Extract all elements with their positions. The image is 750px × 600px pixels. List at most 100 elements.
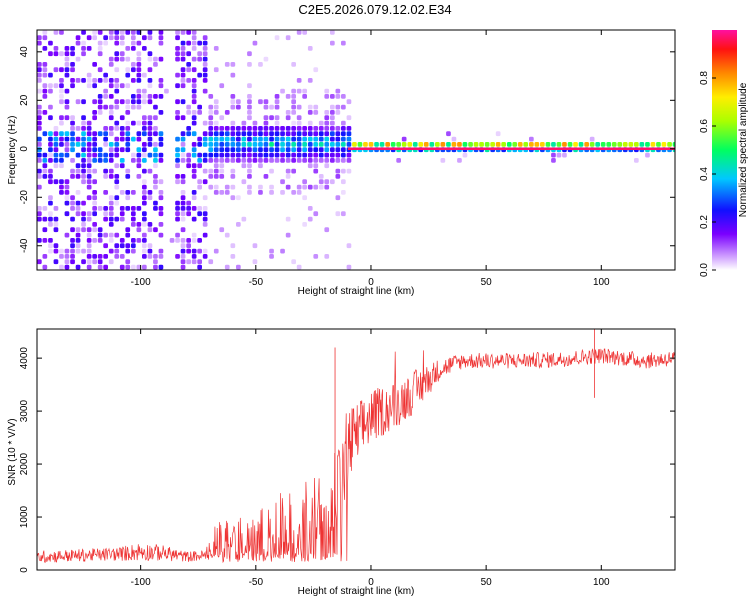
spectrogram-cell: [495, 131, 501, 137]
spectrogram-cell: [114, 78, 120, 83]
spectrogram-cell: [48, 168, 53, 174]
spectrogram-cell: [263, 99, 269, 105]
spectrogram-cell: [114, 67, 120, 73]
spectrogram-cell: [224, 152, 230, 158]
snr-series: [37, 329, 675, 564]
spectrogram-cell: [446, 142, 451, 147]
spectrogram-cell: [147, 254, 153, 259]
spectrogram-cell: [53, 222, 59, 227]
spectrogram-cell: [302, 147, 307, 153]
spectrogram-cell: [645, 152, 650, 158]
spectrogram-cell: [103, 152, 108, 158]
spectrogram-cell: [330, 179, 335, 185]
spectrogram-cell: [274, 136, 280, 142]
spectrogram-cell: [53, 179, 59, 185]
spectrogram-cell: [197, 40, 202, 46]
spectrogram-cell: [42, 110, 48, 115]
spectrogram-cell: [42, 67, 48, 73]
spectrogram-x-tick-label: 100: [593, 277, 610, 288]
spectrogram-cell: [302, 195, 307, 201]
spectrogram-cell: [97, 238, 103, 243]
spectrogram-cell: [224, 190, 230, 195]
spectrogram-cell: [269, 152, 274, 158]
spectrogram-cell: [247, 184, 252, 190]
spectrogram-cell: [108, 142, 114, 147]
spectrogram-cell: [103, 264, 108, 270]
spectrogram-cell: [59, 94, 64, 99]
spectrogram-cell: [296, 120, 302, 126]
spectrogram-cell: [296, 88, 302, 94]
spectrogram-cell: [81, 163, 86, 169]
spectrogram-cell: [42, 264, 48, 270]
spectrogram-cell: [318, 142, 324, 147]
spectrogram-cell: [324, 158, 330, 163]
spectrogram-cell: [97, 110, 103, 115]
spectrogram-cell: [59, 131, 64, 137]
spectrogram-cell: [191, 99, 197, 105]
spectrogram-cell: [224, 184, 230, 190]
spectrogram-cell: [324, 254, 330, 259]
spectrogram-cell: [42, 174, 48, 179]
spectrogram-cell: [180, 238, 186, 243]
spectrogram-cell: [158, 158, 164, 163]
spectrogram-cell: [291, 168, 296, 174]
colorbar-tick-label: 0.6: [699, 119, 710, 133]
spectrogram-cell: [64, 211, 70, 217]
spectrogram-cell: [247, 104, 252, 110]
spectrogram-cell: [37, 142, 42, 147]
snr-x-ticks: -100 -50 0 50 100: [131, 329, 610, 588]
spectrogram-cell: [247, 115, 252, 121]
spectrogram-cell: [131, 40, 136, 46]
spectrogram-cell: [108, 35, 114, 41]
spectrogram-cell: [258, 152, 263, 158]
spectrogram-cell: [667, 142, 672, 147]
spectrogram-cell: [97, 147, 103, 153]
spectrogram-cell: [75, 152, 81, 158]
spectrogram-cell: [219, 227, 225, 233]
spectrogram-cell: [59, 88, 64, 94]
spectrogram-cell: [213, 99, 219, 105]
spectrogram-cell: [285, 184, 291, 190]
spectrogram-cell: [37, 35, 42, 41]
spectrogram-cell: [81, 46, 86, 51]
spectrogram-cell: [53, 126, 59, 131]
spectrogram-cell: [236, 152, 241, 158]
spectrogram-cell: [435, 142, 440, 147]
spectrogram-cell: [86, 184, 92, 190]
spectrogram-cell: [186, 248, 191, 254]
spectrogram-cell: [313, 163, 319, 169]
spectrogram-cell: [48, 83, 53, 89]
spectrogram-cell: [186, 131, 191, 137]
spectrogram-cell: [108, 62, 114, 67]
spectrogram-cell: [158, 190, 164, 195]
spectrogram-cell: [202, 211, 208, 217]
spectrogram-cell: [202, 136, 208, 142]
spectrogram-cell: [175, 35, 180, 41]
spectrogram-cell: [236, 126, 241, 131]
spectrogram-cell: [147, 195, 153, 201]
spectrogram-cell: [136, 222, 142, 227]
spectrogram-cell: [180, 158, 186, 163]
spectrogram-cell: [48, 216, 53, 222]
spectrogram-cell: [219, 152, 225, 158]
spectrogram-cell: [86, 211, 92, 217]
spectrogram-cell: [280, 190, 285, 195]
spectrogram-cell: [108, 94, 114, 99]
spectrogram-cell: [230, 99, 236, 105]
spectrogram-cell: [64, 232, 70, 238]
spectrogram-cell: [175, 115, 180, 121]
spectrogram-cell: [131, 222, 136, 227]
spectrogram-cell: [219, 142, 225, 147]
spectrogram-cell: [202, 195, 208, 201]
spectrogram-cell: [142, 248, 147, 254]
spectrogram-cell: [131, 30, 136, 35]
spectrogram-cell: [285, 147, 291, 153]
spectrogram-cell: [92, 142, 97, 147]
spectrogram-cell: [330, 30, 335, 35]
spectrogram-cell: [153, 131, 158, 137]
spectrogram-cell: [324, 88, 330, 94]
spectrogram-cell: [131, 211, 136, 217]
spectrogram-cell: [114, 83, 120, 89]
spectrogram-cell: [136, 206, 142, 211]
spectrogram-cell: [147, 152, 153, 158]
